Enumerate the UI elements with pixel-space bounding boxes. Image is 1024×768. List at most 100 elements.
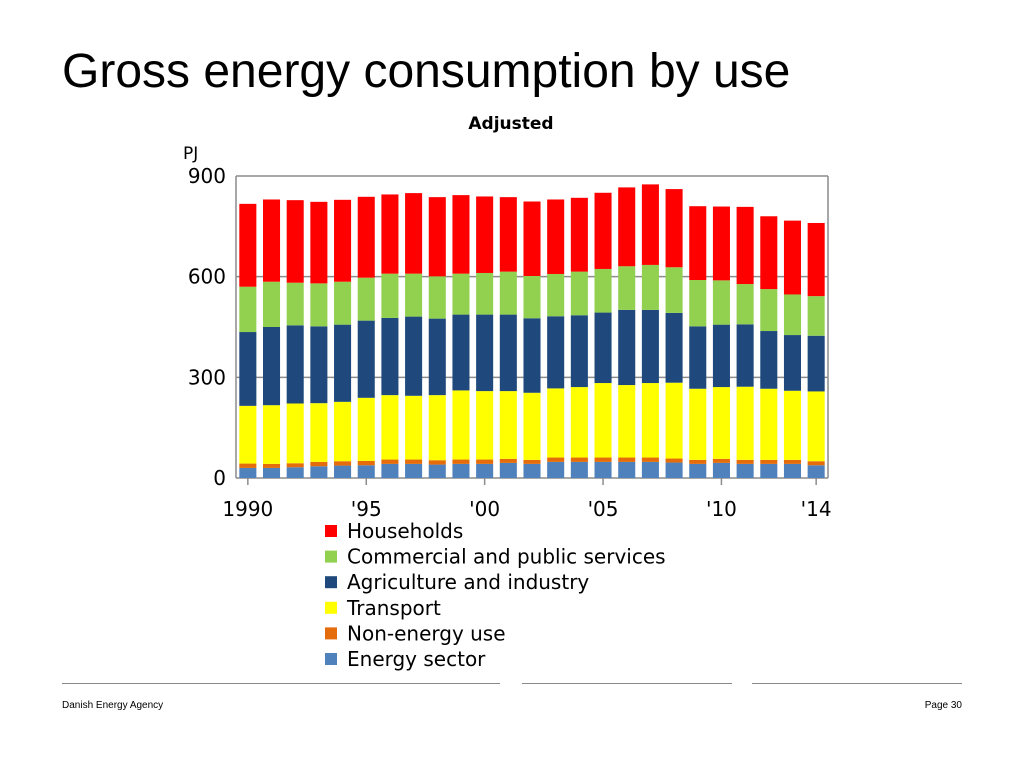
bar-segment-energy-sector: [262, 467, 281, 478]
bar-segment-commercial-and-public-services: [239, 286, 257, 333]
bar-segment-non-energy-use: [262, 463, 281, 468]
bar-segment-agriculture-and-industry: [286, 325, 304, 404]
bar-segment-agriculture-and-industry: [239, 332, 257, 406]
bar-segment-households: [381, 194, 399, 274]
chart-subtitle: Adjusted: [468, 114, 553, 134]
bar-segment-households: [807, 222, 825, 297]
bar-segment-commercial-and-public-services: [783, 294, 802, 336]
bar-segment-energy-sector: [310, 466, 328, 478]
bar-segment-energy-sector: [405, 463, 423, 478]
bar-segment-households: [783, 220, 802, 295]
legend-label: Households: [347, 519, 463, 543]
footer-page-number: Page 30: [924, 700, 962, 711]
bar-segment-transport: [783, 390, 802, 460]
bar-segment-agriculture-and-industry: [381, 317, 399, 396]
bar-segment-non-energy-use: [807, 461, 825, 466]
bar-segment-agriculture-and-industry: [665, 312, 683, 383]
bar-segment-commercial-and-public-services: [594, 268, 612, 313]
bar-segment-energy-sector: [783, 463, 802, 478]
bar-segment-transport: [689, 388, 707, 460]
bar-segment-commercial-and-public-services: [523, 275, 541, 319]
x-tick-label: '10: [706, 497, 737, 521]
footer-divider-middle: [522, 683, 732, 684]
bar-segment-non-energy-use: [334, 461, 352, 466]
bar-segment-households: [523, 201, 541, 276]
bar-segment-agriculture-and-industry: [570, 315, 588, 388]
bar-segment-agriculture-and-industry: [523, 318, 541, 393]
bar-segment-commercial-and-public-services: [405, 273, 423, 317]
bar-segment-non-energy-use: [310, 461, 328, 467]
bar-segment-energy-sector: [239, 467, 257, 478]
x-tick-label: '00: [469, 497, 500, 521]
bar-segment-commercial-and-public-services: [310, 283, 328, 327]
bar-segment-commercial-and-public-services: [381, 273, 399, 318]
bar-segment-energy-sector: [618, 461, 636, 478]
bar-segment-transport: [239, 405, 257, 464]
bar-segment-households: [712, 206, 730, 281]
bar-segment-energy-sector: [499, 462, 517, 478]
bar-segment-households: [760, 216, 778, 290]
bar-segment-non-energy-use: [405, 459, 423, 464]
y-tick-label: 600: [188, 265, 226, 289]
legend-label: Transport: [346, 596, 441, 620]
bar-segment-commercial-and-public-services: [547, 273, 565, 317]
bar-segment-agriculture-and-industry: [310, 326, 328, 404]
bar-segment-households: [689, 206, 707, 281]
slide-title: Gross energy consumption by use: [62, 45, 791, 98]
bar-segment-transport: [499, 391, 517, 459]
bar-segment-energy-sector: [641, 461, 659, 478]
bar-segment-non-energy-use: [286, 463, 304, 468]
bar-segment-energy-sector: [712, 462, 730, 478]
bar-segment-agriculture-and-industry: [428, 318, 446, 396]
bar-segment-non-energy-use: [476, 459, 494, 464]
legend-swatch: [325, 525, 337, 537]
bar-segment-non-energy-use: [452, 459, 470, 464]
legend-label: Energy sector: [347, 647, 486, 671]
bar-segment-commercial-and-public-services: [665, 267, 683, 313]
bar-segment-commercial-and-public-services: [262, 281, 281, 327]
legend-swatch: [325, 576, 337, 589]
x-tick-label: 1990: [222, 497, 273, 521]
stacked-bar-chart: Adjusted PJ 0 300 600 900 1990 '95 '00 '05 '10 '14 H…: [183, 114, 832, 671]
bar-segment-commercial-and-public-services: [428, 276, 446, 319]
bar-segment-transport: [736, 386, 754, 460]
bar-segment-agriculture-and-industry: [334, 324, 352, 402]
bar-segment-non-energy-use: [760, 459, 778, 464]
x-tick-label: '95: [351, 497, 382, 521]
bar-segment-households: [405, 193, 423, 274]
bar-segment-transport: [262, 405, 281, 464]
y-tick-label: 300: [188, 365, 226, 389]
legend-label: Non-energy use: [347, 621, 506, 645]
legend-label: Agriculture and industry: [347, 570, 589, 594]
bar-segment-transport: [405, 395, 423, 460]
bar-segment-agriculture-and-industry: [594, 312, 612, 384]
legend-swatch: [325, 627, 337, 640]
bar-segment-households: [262, 199, 281, 282]
bar-segment-transport: [547, 388, 565, 458]
bar-segment-energy-sector: [760, 463, 778, 478]
bar-segment-non-energy-use: [381, 459, 399, 464]
y-tick-label: 0: [213, 466, 226, 490]
bar-segment-transport: [665, 382, 683, 459]
bar-segment-agriculture-and-industry: [357, 320, 375, 398]
bar-segment-energy-sector: [357, 465, 375, 478]
bar-segment-transport: [807, 391, 825, 462]
bar-segment-households: [665, 189, 683, 268]
bar-segment-agriculture-and-industry: [689, 326, 707, 389]
bar-segment-commercial-and-public-services: [807, 296, 825, 336]
bar-segment-households: [499, 197, 517, 272]
bar-segment-transport: [760, 388, 778, 460]
bar-segment-non-energy-use: [618, 457, 636, 462]
bar-segment-non-energy-use: [689, 459, 707, 464]
bar-segment-agriculture-and-industry: [618, 309, 636, 386]
bar-segment-agriculture-and-industry: [807, 335, 825, 392]
bar-segment-transport: [712, 387, 730, 459]
bar-segment-agriculture-and-industry: [783, 335, 802, 391]
bar-segment-households: [594, 192, 612, 269]
bar-segment-energy-sector: [334, 465, 352, 478]
bar-segment-households: [334, 199, 352, 282]
bar-segment-non-energy-use: [665, 458, 683, 463]
bar-segment-energy-sector: [452, 463, 470, 478]
bar-segment-transport: [286, 403, 304, 464]
bar-segment-commercial-and-public-services: [712, 280, 730, 325]
